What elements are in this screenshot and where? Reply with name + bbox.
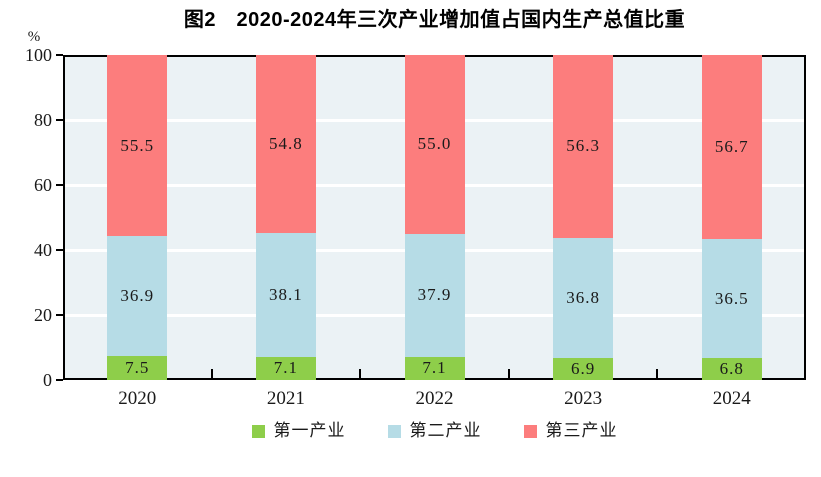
y-axis-tick — [56, 249, 63, 251]
bar-segment-第二产业 — [553, 237, 614, 358]
y-axis-tick — [56, 379, 63, 381]
segment-value-label: 7.1 — [273, 358, 299, 378]
segment-value-label: 7.5 — [125, 357, 150, 377]
y-axis-tick — [56, 314, 63, 316]
bar-segment-第二产业 — [404, 233, 465, 357]
x-axis-tick — [507, 369, 510, 378]
legend-item: 第一产业 — [251, 421, 346, 441]
legend-item: 第三产业 — [523, 421, 618, 441]
segment-value-label: 38.1 — [269, 285, 303, 304]
segment-value-label: 56.7 — [714, 137, 749, 157]
legend-label: 第三产业 — [545, 421, 618, 440]
legend-item: 第二产业 — [387, 421, 482, 441]
segment-value-label: 7.1 — [422, 358, 447, 378]
y-axis-tick-label: 20 — [34, 305, 52, 325]
bar-segment-第二产业 — [255, 233, 316, 357]
x-axis-tick — [656, 369, 659, 378]
bar-segment-第一产业 — [553, 357, 614, 380]
plot-area: 7.5 36.9 55.5 7.1 38.1 54.8 7.1 37.9 55.0 6.9 36.8… — [56, 54, 806, 381]
legend-swatch — [387, 424, 401, 438]
y-axis-tick-label: 100 — [25, 45, 52, 65]
y-axis-tick-label: 60 — [34, 175, 52, 195]
legend-label: 第一产业 — [273, 421, 346, 440]
segment-value-label: 6.9 — [570, 358, 596, 378]
x-axis-tick-label: 2021 — [266, 388, 305, 409]
chart-title: 图2 2020-2024年三次产业增加值占国内生产总值比重 — [183, 9, 686, 31]
bar-segment-第二产业 — [107, 235, 168, 356]
segment-value-label: 36.8 — [566, 287, 600, 307]
y-axis-tick — [56, 184, 63, 186]
segment-value-label: 6.8 — [719, 358, 744, 378]
segment-value-label: 36.5 — [714, 288, 749, 308]
y-axis-tick — [56, 54, 63, 56]
legend: 第一产业 第二产业 第三产业 — [63, 421, 806, 441]
bar-segment-第二产业 — [701, 239, 762, 358]
x-axis-tick — [210, 369, 213, 378]
bar-segment-第三产业 — [553, 55, 614, 238]
x-axis-tick-label: 2024 — [712, 388, 751, 409]
bar-segment-第三产业 — [255, 55, 316, 234]
y-axis-tick-label: 40 — [34, 240, 52, 260]
x-axis-tick-label: 2022 — [415, 388, 454, 409]
bar-segment-第一产业 — [404, 356, 465, 380]
legend-swatch — [523, 424, 537, 438]
bar-segment-第一产业 — [701, 357, 762, 380]
y-axis-unit-label: % — [27, 29, 41, 45]
segment-value-label: 55.0 — [417, 134, 452, 154]
segment-value-label: 56.3 — [566, 136, 600, 156]
y-axis-tick — [56, 119, 63, 121]
segment-value-label: 36.9 — [120, 285, 155, 305]
legend-swatch — [251, 424, 265, 438]
bar-segment-第一产业 — [107, 355, 168, 380]
bar-segment-第三产业 — [404, 55, 465, 234]
x-axis-tick-label: 2023 — [564, 388, 603, 409]
segment-value-label: 55.5 — [120, 135, 155, 155]
bar-segment-第三产业 — [107, 55, 168, 236]
bar-segment-第三产业 — [701, 55, 762, 240]
x-axis-tick — [359, 369, 362, 378]
bar-segment-第一产业 — [255, 356, 316, 380]
x-axis-tick-label: 2020 — [118, 388, 157, 409]
segment-value-label: 37.9 — [417, 285, 452, 305]
y-axis-tick-label: 0 — [43, 370, 52, 390]
y-axis-tick-label: 80 — [34, 110, 52, 130]
segment-value-label: 54.8 — [269, 134, 303, 154]
legend-label: 第二产业 — [409, 421, 482, 440]
